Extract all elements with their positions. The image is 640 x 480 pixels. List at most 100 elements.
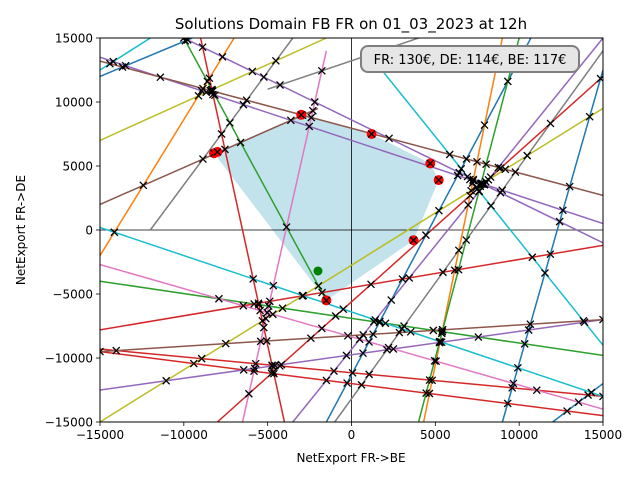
intersection-marker-194 (206, 86, 215, 95)
intersection-marker-136 (317, 324, 326, 333)
vertex-cross-1 (297, 110, 306, 119)
intersection-marker-182 (389, 344, 398, 353)
y-tick-label-7: 15000 (55, 32, 93, 46)
intersection-marker-119 (197, 354, 206, 363)
intersection-marker-65 (318, 288, 327, 297)
intersection-marker-34 (574, 398, 583, 407)
intersection-marker-158 (305, 122, 314, 131)
intersection-marker-82 (214, 294, 223, 303)
intersection-marker-58 (473, 157, 481, 166)
intersection-marker-159 (239, 100, 248, 109)
intersection-marker-9 (455, 168, 464, 177)
intersection-marker-156 (286, 116, 295, 125)
intersection-marker-192 (242, 96, 251, 105)
constraint-line-9 (417, 38, 520, 422)
intersection-marker-213 (487, 201, 495, 210)
intersection-marker-185 (162, 376, 171, 385)
intersection-marker-106 (265, 297, 274, 306)
intersection-marker-214 (298, 291, 307, 300)
intersection-marker-25 (524, 326, 533, 334)
intersection-marker-207 (317, 66, 326, 75)
intersection-marker-23 (558, 206, 567, 215)
intersection-marker-165 (480, 180, 489, 189)
intersection-marker-153 (249, 274, 258, 283)
intersection-marker-19 (546, 250, 555, 259)
intersection-marker-183 (250, 364, 259, 373)
intersection-marker-147 (262, 337, 271, 345)
intersection-marker-88 (425, 376, 434, 385)
price-annotation-text: FR: 130€, DE: 114€, BE: 117€ (374, 53, 567, 68)
intersection-marker-15 (434, 206, 443, 215)
plot-area (100, 38, 603, 422)
intersection-marker-86 (381, 319, 390, 328)
intersection-marker-44 (139, 181, 148, 190)
intersection-marker-134 (496, 164, 505, 173)
intersection-marker-69 (236, 138, 245, 147)
constraint-line-14 (199, 38, 286, 422)
constraint-line-8 (100, 280, 603, 357)
intersection-marker-110 (528, 253, 537, 262)
constraint-line-21 (100, 318, 603, 353)
x-tick-label-7: 15000 (584, 428, 622, 442)
intersection-marker-168 (259, 73, 268, 82)
constraint-line-2 (501, 69, 603, 422)
intersection-marker-100 (435, 337, 444, 346)
intersection-marker-56 (464, 200, 473, 209)
constraint-line-1 (325, 38, 532, 422)
intersection-marker-149 (259, 323, 268, 332)
intersection-marker-143 (198, 43, 207, 52)
intersection-marker-148 (256, 306, 265, 315)
constraint-line-28 (100, 107, 603, 422)
intersection-marker-20 (508, 383, 517, 392)
intersection-marker-169 (496, 188, 505, 197)
intersection-marker-24 (555, 217, 564, 226)
intersection-marker-203 (579, 316, 588, 325)
x-tick-label-5: 5000 (420, 428, 451, 442)
intersection-marker-186 (437, 338, 446, 347)
intersection-marker-13 (369, 330, 378, 339)
intersection-marker-51 (428, 376, 437, 385)
intersection-marker-97 (430, 356, 439, 365)
intersection-marker-197 (445, 150, 454, 159)
intersection-marker-41 (205, 74, 214, 83)
x-axis-label: NetExport FR->BE (296, 451, 405, 465)
intersection-marker-177 (355, 335, 364, 344)
x-tick-label-1: −15000 (76, 428, 124, 442)
intersection-marker-152 (258, 316, 267, 325)
constraint-line-5 (100, 38, 235, 256)
intersection-marker-77 (331, 312, 340, 320)
intersection-marker-1 (480, 121, 489, 129)
y-tick-label-6: 10000 (55, 96, 93, 110)
chart-title: Solutions Domain FB FR on 01_03_2023 at … (175, 15, 527, 34)
intersection-marker-39 (118, 63, 127, 72)
intersection-marker-195 (501, 165, 510, 174)
x-tick-label-4: 0 (348, 428, 356, 442)
intersection-marker-52 (425, 389, 434, 398)
operating-point (313, 266, 323, 276)
intersection-marker-189 (308, 106, 317, 115)
intersection-marker-118 (365, 370, 374, 379)
intersection-marker-115 (112, 346, 121, 355)
intersection-marker-35 (587, 388, 596, 397)
constraint-line-4 (100, 38, 193, 78)
intersection-marker-116 (532, 386, 541, 395)
intersection-marker-196 (105, 59, 114, 68)
intersection-marker-72 (225, 118, 234, 127)
intersection-marker-146 (208, 87, 217, 95)
intersection-marker-80 (474, 333, 483, 342)
intersection-marker-113 (329, 367, 338, 376)
intersection-marker-18 (520, 339, 529, 348)
y-tick-label-1: −15000 (45, 416, 93, 430)
intersection-marker-6 (343, 379, 352, 388)
intersection-marker-208 (261, 314, 270, 323)
constraint-line-15 (100, 56, 603, 225)
intersection-marker-210 (271, 56, 280, 65)
intersection-marker-127 (357, 380, 366, 389)
intersection-marker-191 (307, 113, 316, 122)
price-annotation-box (360, 45, 580, 73)
intersection-marker-16 (375, 317, 384, 326)
intersection-marker-215 (472, 183, 481, 192)
intersection-marker-68 (179, 38, 188, 42)
intersection-marker-193 (511, 168, 520, 176)
intersection-marker-89 (422, 389, 431, 398)
